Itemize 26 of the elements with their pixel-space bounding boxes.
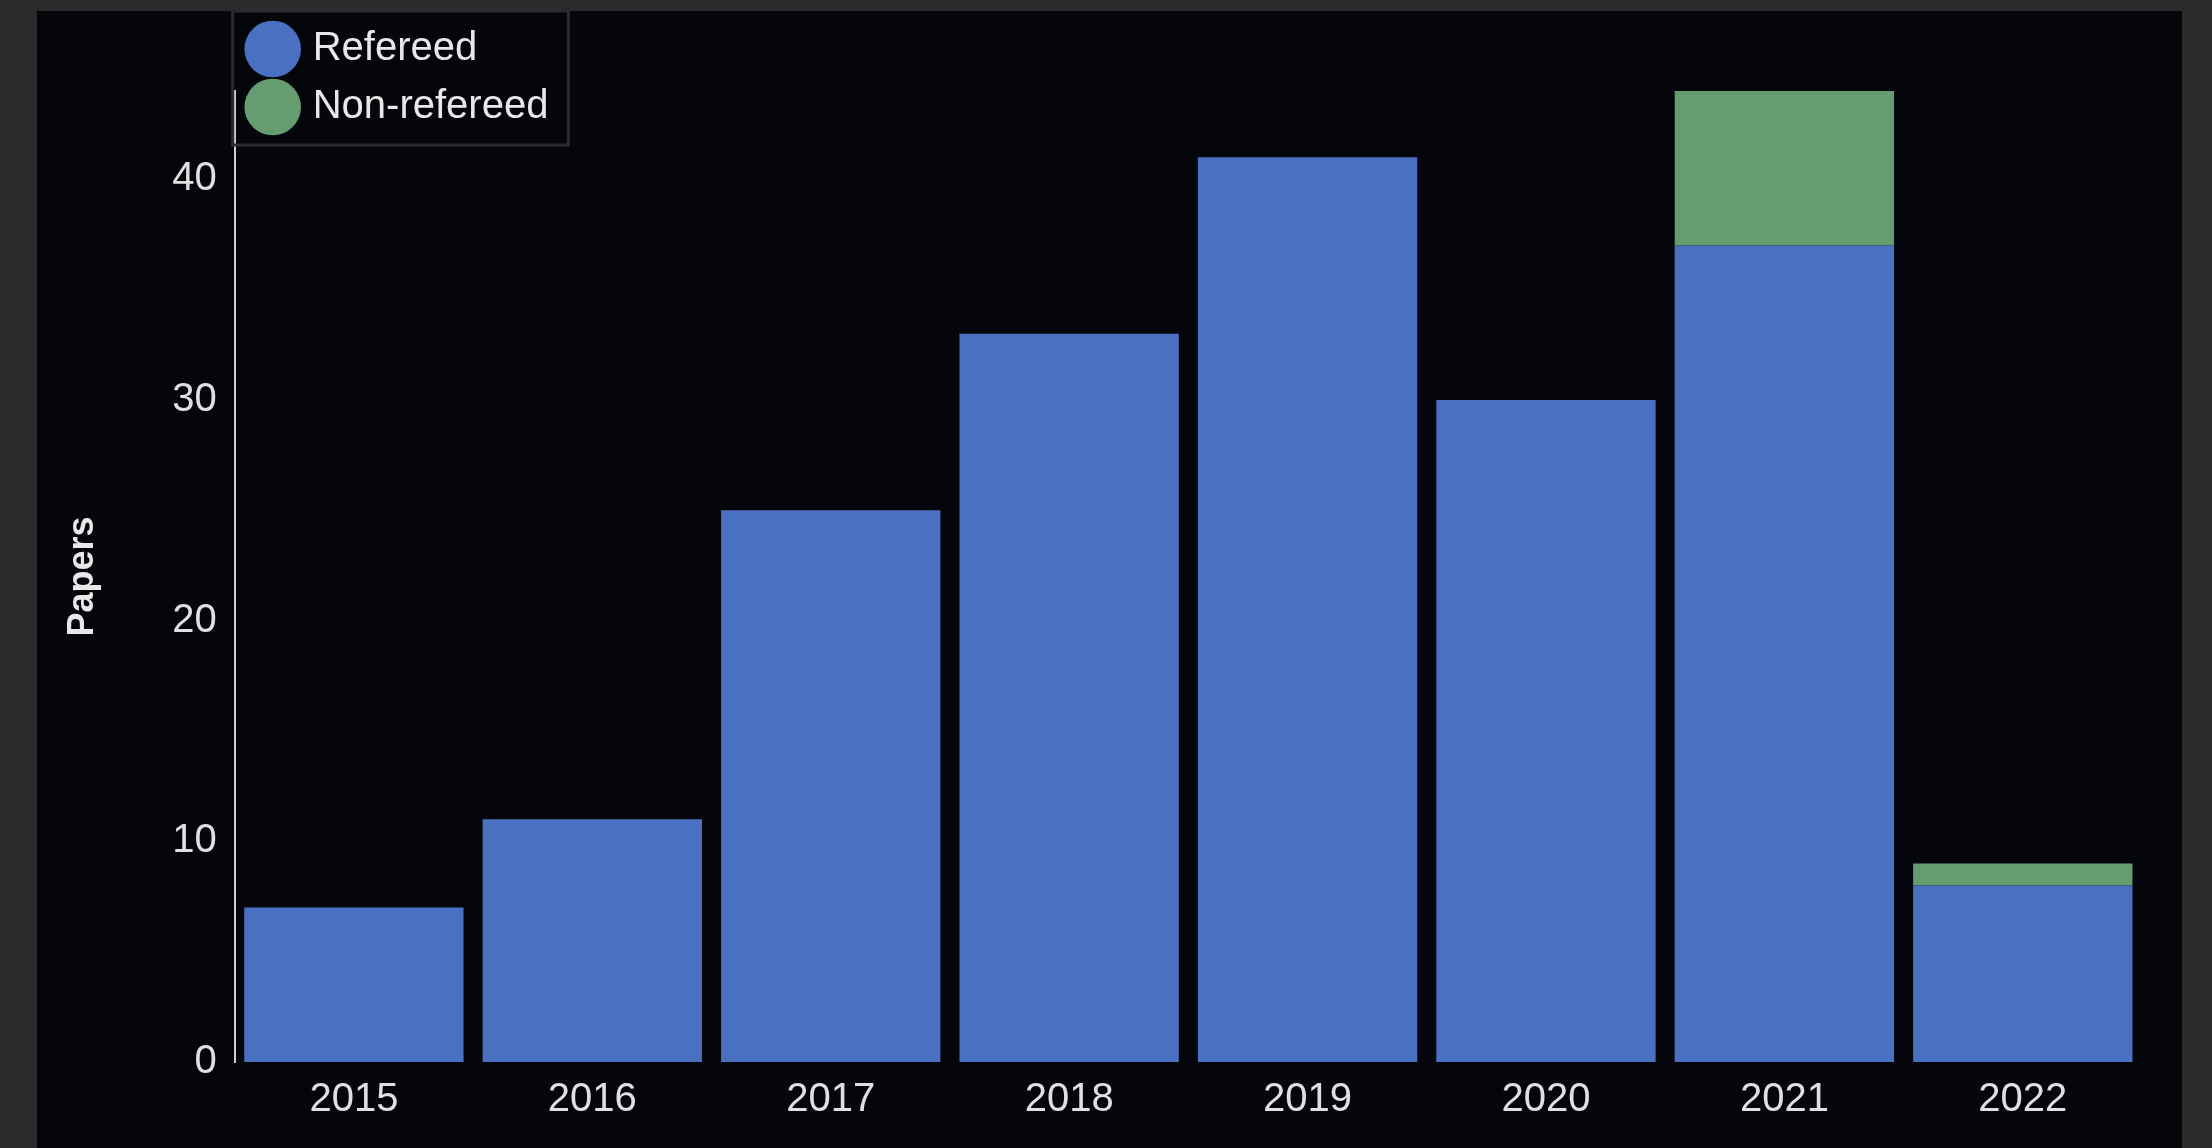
y-tick-label: 40 bbox=[172, 154, 217, 199]
x-tick-label: 2020 bbox=[1501, 1075, 1591, 1120]
y-tick-label: 30 bbox=[172, 374, 217, 419]
legend-label: Non-refereed bbox=[312, 82, 549, 127]
bar bbox=[244, 907, 464, 1062]
x-tick-label: 2017 bbox=[786, 1075, 876, 1120]
bar bbox=[482, 819, 702, 1062]
x-tick-label: 2015 bbox=[309, 1075, 399, 1120]
bar bbox=[1674, 245, 1895, 1062]
x-tick-label: 2021 bbox=[1739, 1075, 1829, 1120]
bar bbox=[1913, 863, 2133, 886]
x-tick-label: 2019 bbox=[1263, 1075, 1353, 1120]
x-tick-label: 2016 bbox=[547, 1075, 637, 1120]
legend-label: Refereed bbox=[312, 24, 478, 69]
bar bbox=[721, 510, 941, 1062]
x-tick-label: 2022 bbox=[1978, 1075, 2068, 1120]
y-axis-title: Papers bbox=[59, 516, 101, 637]
bar bbox=[1436, 399, 1656, 1062]
bar bbox=[959, 333, 1179, 1062]
y-tick-label: 20 bbox=[172, 595, 217, 640]
y-tick-label: 10 bbox=[172, 816, 217, 861]
x-tick-label: 2018 bbox=[1024, 1075, 1114, 1120]
bar bbox=[1197, 157, 1418, 1062]
bar bbox=[1674, 91, 1895, 246]
bar bbox=[1913, 885, 2133, 1062]
y-tick-label: 0 bbox=[194, 1037, 217, 1082]
